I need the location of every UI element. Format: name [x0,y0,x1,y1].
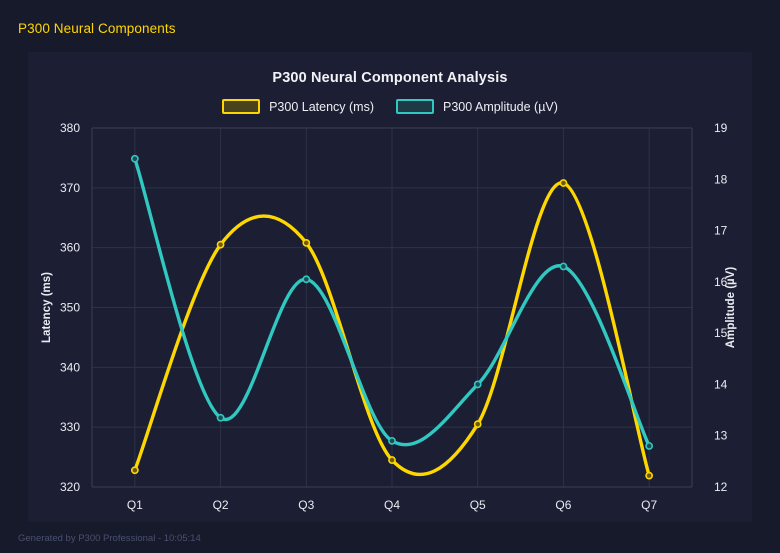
y-axis-right-tick: 15 [714,326,728,340]
data-point[interactable] [559,262,568,271]
legend-swatch-amplitude [396,99,434,114]
y-axis-left-tick: 360 [60,241,80,255]
data-point[interactable] [302,238,311,247]
chart-plot-area: 320 330 340 350 360 370 380 12 13 14 15 16 17 18 19 Q1 Q… [41,121,737,512]
legend-label-amplitude: P300 Amplitude (µV) [443,99,558,114]
x-axis-tick: Q7 [641,498,657,512]
y-axis-right-tick: 18 [714,172,728,186]
y-axis-right-tick: 16 [714,275,728,289]
x-axis-tick: Q5 [470,498,486,512]
data-point[interactable] [388,456,396,464]
data-point[interactable] [473,420,482,429]
legend-item-amplitude[interactable]: P300 Amplitude (µV) [396,99,558,114]
y-axis-right-tick: 12 [714,480,728,494]
chart-legend: P300 Latency (ms) P300 Amplitude (µV) [28,99,752,114]
data-point[interactable] [473,380,482,389]
y-axis-right-tick: 13 [714,429,728,443]
x-axis-tick: Q3 [298,498,314,512]
x-axis-tick: Q2 [213,498,229,512]
data-point[interactable] [216,413,225,422]
y-axis-right-tick: 19 [714,121,728,135]
data-point[interactable] [645,442,654,450]
y-axis-left-tick: 320 [60,480,80,494]
data-point[interactable] [559,179,568,187]
x-axis-tick: Q6 [555,498,571,512]
y-axis-right-tick: 17 [714,224,728,238]
y-axis-left-tick: 350 [60,301,80,315]
data-point[interactable] [388,436,396,445]
data-point[interactable] [130,154,139,163]
chart-title: P300 Neural Component Analysis [272,70,508,86]
legend-item-latency[interactable]: P300 Latency (ms) [222,99,374,114]
y-axis-left-tick: 380 [60,121,80,135]
x-axis-tick: Q1 [127,498,143,512]
legend-swatch-latency [222,99,261,114]
data-point[interactable] [130,466,139,475]
y-axis-left-title: Latency (ms) [41,272,53,343]
y-axis-right-title: Amplitude (µV) [725,267,737,349]
footer-text: Generated by P300 Professional - 10:05:1… [18,533,201,544]
legend-label-latency: P300 Latency (ms) [269,99,374,114]
page-title: P300 Neural Components [18,21,176,36]
data-point[interactable] [645,471,654,480]
data-point[interactable] [216,240,225,249]
x-axis-tick: Q4 [384,498,400,512]
y-axis-left-tick: 330 [60,420,80,434]
y-axis-left-tick: 340 [60,360,80,374]
data-point[interactable] [302,275,311,284]
y-axis-right-tick: 14 [714,377,728,391]
chart-card: P300 Neural Component Analysis P300 Late… [28,52,752,522]
y-axis-left-tick: 370 [60,181,80,195]
